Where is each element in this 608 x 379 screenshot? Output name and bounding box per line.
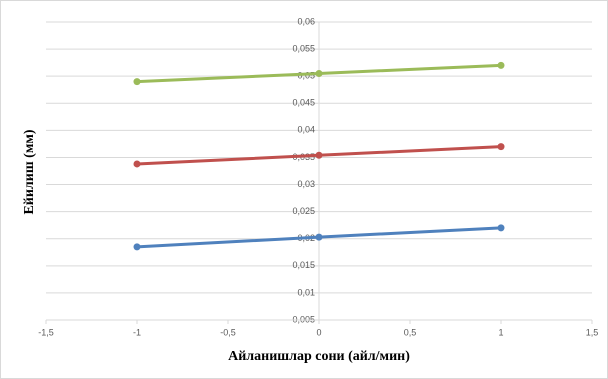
y-tick-label: 0,055 <box>292 43 315 53</box>
x-tick-label: -0,5 <box>220 327 236 337</box>
x-tick-label: -1 <box>133 327 141 337</box>
y-tick-label: 0,045 <box>292 98 315 108</box>
y-tick-label: 0,025 <box>292 206 315 216</box>
data-point <box>497 224 505 232</box>
y-tick-label: 0,015 <box>292 260 315 270</box>
x-tick-label: 0 <box>316 327 321 337</box>
data-point <box>315 69 323 77</box>
data-point <box>497 61 505 69</box>
data-point <box>133 243 141 251</box>
y-tick-label: 0,05 <box>297 71 315 81</box>
y-tick-label: 0,005 <box>292 314 315 324</box>
data-point <box>315 151 323 159</box>
x-tick-label: 0,5 <box>404 327 417 337</box>
data-point <box>133 160 141 168</box>
x-tick-label: 1,5 <box>586 327 599 337</box>
x-axis-title: Айланишлар сони (айл/мин) <box>228 349 410 364</box>
y-tick-label: 0,01 <box>297 287 315 297</box>
y-axis-title: Ейилиш (мм) <box>22 129 37 214</box>
data-point <box>133 78 141 86</box>
data-point <box>315 233 323 241</box>
y-tick-label: 0,03 <box>297 179 315 189</box>
y-tick-label: 0,04 <box>297 125 315 135</box>
x-tick-label: -1,5 <box>38 327 54 337</box>
x-tick-label: 1 <box>498 327 503 337</box>
data-point <box>497 143 505 151</box>
y-tick-label: 0,06 <box>297 16 315 26</box>
